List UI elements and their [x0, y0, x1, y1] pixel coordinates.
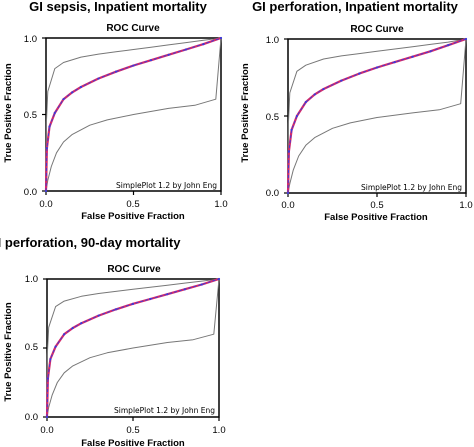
roc-point: [44, 189, 48, 193]
roc-point: [287, 150, 290, 153]
roc-point: [97, 77, 100, 80]
roc-panel-gi-perforation-90day: GI perforation, 90-day mortality ROC Cur…: [0, 224, 237, 447]
x-tick-label: 0.0: [40, 425, 53, 436]
roc-point: [313, 93, 316, 96]
x-tick-label: 0.5: [126, 199, 139, 210]
plot-credit: SimplePlot 1.2 by John Eng: [361, 183, 462, 192]
x-tick-label: 0.0: [281, 200, 294, 211]
roc-lower-ci-line: [287, 38, 467, 194]
roc-point: [322, 87, 325, 91]
x-tick-label: 1.0: [214, 199, 227, 210]
roc-point: [149, 297, 152, 301]
roc-lower-ci-line: [45, 37, 222, 192]
x-axis-label: False Positive Fraction: [81, 438, 185, 447]
roc-point: [464, 37, 468, 41]
y-tick-label: 0.5: [24, 110, 37, 121]
roc-upper-ci-line: [287, 38, 467, 194]
roc-panel-gi-perforation-inpatient: GI perforation, Inpatient mortality ROC …: [237, 0, 474, 223]
y-tick-label: 0.0: [266, 188, 279, 199]
roc-point: [290, 128, 293, 131]
roc-point: [62, 98, 65, 101]
roc-point: [114, 70, 118, 73]
plot-credit: SimplePlot 1.2 by John Eng: [116, 181, 217, 190]
panel-title: GI sepsis, Inpatient mortality: [29, 0, 207, 14]
roc-chart-svg: GI sepsis, Inpatient mortality ROC Curve…: [3, 0, 228, 222]
roc-point: [200, 283, 203, 286]
roc-point: [219, 36, 223, 40]
roc-point: [97, 314, 100, 317]
roc-point: [375, 66, 379, 69]
roc-point: [358, 72, 361, 75]
x-axis-label: False Positive Fraction: [81, 211, 185, 222]
roc-point: [184, 48, 188, 51]
plot-credit: SimplePlot 1.2 by John Eng: [114, 406, 215, 415]
roc-point: [217, 277, 221, 281]
plot-title: ROC Curve: [350, 24, 404, 35]
y-tick-label: 0.5: [25, 342, 38, 353]
roc-upper-ci-line: [45, 37, 222, 192]
roc-point: [340, 79, 343, 82]
roc-point: [53, 111, 56, 115]
roc-point: [304, 101, 307, 104]
y-tick-label: 0.5: [266, 112, 279, 123]
x-tick-label: 0.5: [370, 200, 383, 211]
roc-upper-ci-line: [46, 278, 220, 418]
roc-point: [71, 91, 74, 94]
roc-point: [45, 415, 49, 419]
panel-title: GI perforation, Inpatient mortality: [252, 0, 459, 14]
y-tick-label: 0.0: [25, 412, 38, 423]
roc-point: [114, 308, 117, 311]
y-tick-label: 0.0: [24, 187, 37, 198]
roc-chart-svg: GI perforation, 90-day mortality ROC Cur…: [0, 235, 226, 447]
roc-point: [63, 333, 66, 336]
roc-point: [149, 59, 153, 62]
roc-point: [295, 114, 298, 118]
y-axis-label: True Positive Fraction: [240, 63, 251, 162]
roc-point: [447, 44, 450, 47]
x-tick-label: 0.0: [39, 199, 52, 210]
plot-title: ROC Curve: [107, 264, 161, 275]
x-tick-label: 0.5: [126, 425, 139, 436]
roc-point: [45, 147, 48, 150]
roc-point: [79, 85, 83, 89]
roc-point: [411, 55, 414, 58]
roc-point: [429, 50, 432, 53]
roc-point: [286, 191, 290, 195]
roc-point: [202, 43, 205, 46]
roc-point: [393, 61, 396, 64]
roc-chart-svg: GI perforation, Inpatient mortality ROC …: [240, 0, 473, 223]
roc-point: [71, 326, 74, 330]
roc-panel-gi-sepsis-inpatient: GI sepsis, Inpatient mortality ROC Curve…: [0, 0, 237, 223]
y-axis-label: True Positive Fraction: [3, 63, 14, 162]
plot-title: ROC Curve: [106, 23, 160, 34]
x-tick-label: 1.0: [212, 425, 225, 436]
x-tick-label: 1.0: [459, 200, 472, 211]
roc-point: [80, 322, 83, 325]
roc-point: [132, 64, 135, 67]
roc-lower-ci-line: [46, 278, 220, 418]
y-tick-label: 1.0: [25, 274, 38, 285]
roc-point: [49, 357, 52, 361]
roc-point: [166, 293, 169, 296]
roc-point: [167, 53, 170, 56]
y-axis-label: True Positive Fraction: [3, 302, 14, 401]
roc-point: [131, 302, 135, 305]
roc-point: [48, 125, 51, 128]
roc-point: [183, 288, 186, 291]
y-tick-label: 1.0: [266, 35, 279, 46]
x-axis-label: False Positive Fraction: [324, 212, 428, 223]
panel-title: GI perforation, 90-day mortality: [0, 235, 181, 250]
roc-point: [46, 377, 49, 380]
y-tick-label: 1.0: [24, 34, 37, 45]
roc-point: [54, 345, 57, 348]
